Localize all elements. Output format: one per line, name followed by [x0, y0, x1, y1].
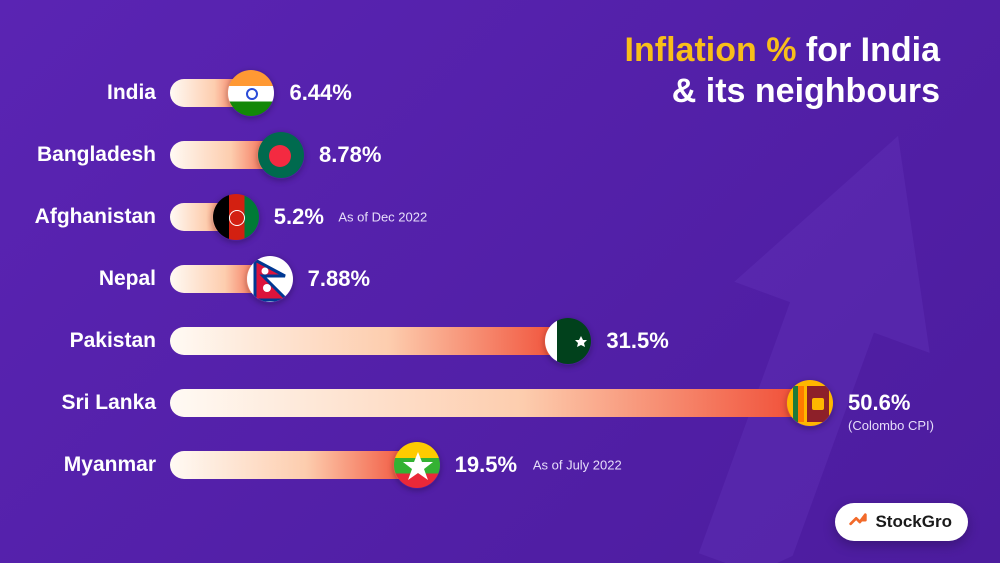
pakistan-flag-icon — [544, 317, 592, 365]
bar-container: 31.5% — [170, 327, 1000, 355]
inflation-bar — [170, 389, 810, 417]
chart-row: Nepal 7.88% — [0, 248, 1000, 310]
country-label: Sri Lanka — [0, 391, 170, 415]
inflation-bar-chart: India6.44%Bangladesh8.78%Afghanistan5.2%… — [0, 62, 1000, 496]
value-label: 5.2% — [274, 204, 324, 230]
chart-row: Afghanistan 5.2% As of Dec 2022 — [0, 186, 1000, 248]
chart-row: India 6.44% — [0, 62, 1000, 124]
bar-container: 19.5% As of July 2022 — [170, 451, 1000, 479]
srilanka-flag-icon — [786, 379, 834, 427]
value-label: 19.5% — [455, 452, 517, 478]
brand-logo-icon — [847, 511, 869, 533]
country-label: Myanmar — [0, 453, 170, 477]
myanmar-flag-icon — [393, 441, 441, 489]
bar-container: 8.78% — [170, 141, 1000, 169]
country-label: Afghanistan — [0, 205, 170, 229]
bar-container: 5.2% As of Dec 2022 — [170, 203, 1000, 231]
country-label: Bangladesh — [0, 143, 170, 167]
value-note: As of July 2022 — [533, 458, 622, 473]
country-label: Nepal — [0, 267, 170, 291]
value-label: 31.5% — [606, 328, 668, 354]
value-note: As of Dec 2022 — [338, 210, 427, 225]
chart-row: Pakistan 31.5% — [0, 310, 1000, 372]
chart-row: Bangladesh 8.78% — [0, 124, 1000, 186]
brand-badge: StockGro — [835, 503, 968, 541]
country-label: India — [0, 81, 170, 105]
brand-name: StockGro — [875, 512, 952, 532]
nepal-flag-icon — [246, 255, 294, 303]
india-flag-icon — [227, 69, 275, 117]
value-label: 7.88% — [308, 266, 370, 292]
bar-container: 7.88% — [170, 265, 1000, 293]
country-label: Pakistan — [0, 329, 170, 353]
value-label: 8.78% — [319, 142, 381, 168]
value-label: 6.44% — [289, 80, 351, 106]
inflation-bar — [170, 327, 568, 355]
value-note: (Colombo CPI) — [848, 418, 934, 433]
inflation-bar — [170, 451, 417, 479]
value-label: 50.6% — [848, 390, 910, 416]
chart-row: Sri Lanka50.6%(Colombo CPI) — [0, 372, 1000, 434]
bangladesh-flag-icon — [257, 131, 305, 179]
chart-row: Myanmar 19.5% As of July 2022 — [0, 434, 1000, 496]
bar-container: 50.6%(Colombo CPI) — [170, 389, 1000, 417]
bar-container: 6.44% — [170, 79, 1000, 107]
afghanistan-flag-icon — [212, 193, 260, 241]
